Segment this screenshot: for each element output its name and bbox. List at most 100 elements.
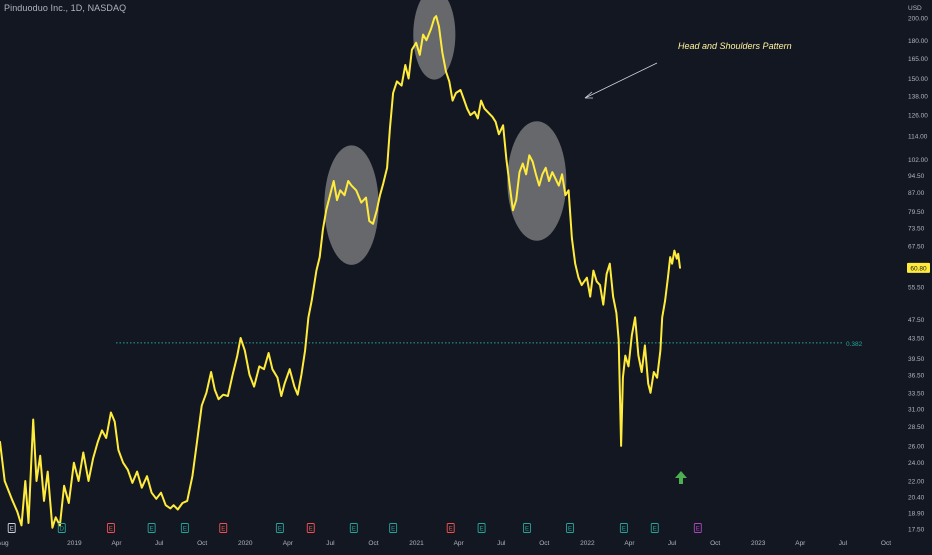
y-tick-label: 55.50 bbox=[908, 284, 925, 291]
x-tick-label: 2020 bbox=[238, 540, 253, 547]
event-marker-letter: D bbox=[60, 527, 65, 533]
y-tick-label: 28.50 bbox=[908, 424, 925, 431]
event-marker-letter: E bbox=[278, 527, 282, 533]
header-separator: , bbox=[65, 3, 71, 13]
y-tick-label: 94.50 bbox=[908, 173, 925, 180]
y-tick-label: 17.50 bbox=[908, 526, 925, 533]
y-tick-label: 67.50 bbox=[908, 243, 925, 250]
x-tick-label: Aug bbox=[0, 540, 9, 547]
x-tick-label: 2021 bbox=[409, 540, 424, 547]
up-arrow-shape bbox=[675, 471, 687, 484]
annotation-arrow-head bbox=[584, 91, 593, 99]
highlight-left-shoulder bbox=[324, 145, 379, 265]
y-tick-label: 22.00 bbox=[908, 478, 925, 485]
x-tick-label: 2022 bbox=[580, 540, 595, 547]
event-marker-letter: E bbox=[622, 527, 626, 533]
x-tick-label: Oct bbox=[539, 540, 549, 547]
event-marker-box bbox=[693, 523, 702, 533]
y-tick-label: 114.00 bbox=[908, 134, 928, 141]
x-tick-label: Apr bbox=[111, 540, 122, 547]
x-tick-label: 2019 bbox=[67, 540, 82, 547]
x-tick-label: Jul bbox=[497, 540, 506, 547]
x-tick-label: Oct bbox=[710, 540, 720, 547]
event-marker-box bbox=[523, 523, 531, 533]
event-marker-box bbox=[219, 523, 228, 533]
event-marker: E bbox=[275, 523, 284, 533]
event-marker: E bbox=[349, 523, 358, 533]
x-tick-label: Jul bbox=[839, 540, 848, 547]
y-tick-label: 79.50 bbox=[908, 209, 925, 216]
event-marker-box bbox=[389, 523, 398, 533]
event-marker: E bbox=[389, 523, 398, 533]
y-tick-label: 73.50 bbox=[908, 226, 925, 233]
event-marker-box bbox=[180, 523, 189, 533]
y-tick-label: 18.90 bbox=[908, 510, 925, 517]
event-marker-box bbox=[7, 523, 16, 533]
y-tick-label: 39.50 bbox=[908, 356, 925, 363]
event-marker-letter: E bbox=[391, 527, 395, 533]
series-layer bbox=[0, 15, 681, 529]
y-tick-label: 200.00 bbox=[908, 16, 928, 23]
y-axis-currency: USD bbox=[908, 5, 922, 12]
last-price-label: 60.80 bbox=[910, 265, 927, 272]
highlight-right-shoulder bbox=[507, 121, 567, 241]
chart-header: Pinduoduo Inc., 1D, NASDAQ bbox=[4, 3, 126, 13]
event-marker: D bbox=[57, 523, 66, 533]
event-marker: E bbox=[219, 523, 228, 533]
event-marker-letter: E bbox=[568, 527, 572, 533]
x-tick-label: Oct bbox=[368, 540, 378, 547]
exchange-label: NASDAQ bbox=[87, 3, 127, 13]
symbol-name: Pinduoduo Inc. bbox=[4, 3, 66, 13]
event-marker-box bbox=[57, 523, 66, 533]
y-tick-label: 31.00 bbox=[908, 407, 925, 414]
y-tick-label: 165.00 bbox=[908, 56, 928, 63]
price-tag-layer: 60.80 bbox=[907, 262, 930, 273]
event-marker: E bbox=[619, 523, 628, 533]
event-marker: E bbox=[180, 523, 189, 533]
y-axis[interactable]: USD 200.00 180.00 165.00 150.00 138.00 126.00 1… bbox=[908, 5, 928, 533]
y-tick-label: 150.00 bbox=[908, 76, 928, 83]
event-marker-box bbox=[306, 523, 315, 533]
highlight-layer bbox=[324, 0, 567, 265]
event-marker: E bbox=[106, 523, 115, 533]
highlight-head bbox=[413, 0, 456, 80]
y-tick-label: 43.50 bbox=[908, 336, 925, 343]
event-marker-box bbox=[619, 523, 628, 533]
y-tick-label: 126.00 bbox=[908, 113, 928, 120]
y-tick-label: 138.00 bbox=[908, 94, 928, 101]
event-marker: E bbox=[693, 523, 702, 533]
x-tick-label: Apr bbox=[283, 540, 294, 547]
y-tick-label: 36.50 bbox=[908, 372, 925, 379]
up-arrow-icon bbox=[675, 471, 687, 484]
y-tick-label: 47.50 bbox=[908, 317, 925, 324]
event-marker-letter: E bbox=[525, 527, 529, 533]
event-marker-letter: E bbox=[653, 527, 657, 533]
x-tick-label: Oct bbox=[197, 540, 207, 547]
event-marker-letter: E bbox=[352, 527, 356, 533]
event-marker-letter: E bbox=[109, 527, 113, 533]
event-marker: E bbox=[306, 523, 315, 533]
event-marker-letter: E bbox=[10, 527, 14, 533]
event-marker-box bbox=[106, 523, 115, 533]
event-marker-box bbox=[566, 523, 574, 533]
event-marker-box bbox=[275, 523, 284, 533]
event-marker-letter: E bbox=[449, 527, 453, 533]
event-marker-letter: E bbox=[309, 527, 313, 533]
event-marker-box bbox=[147, 523, 156, 533]
support-label: 0.382 bbox=[846, 341, 863, 348]
x-axis[interactable]: Aug 2019 Apr Jul Oct 2020 Apr Jul Oct 2021 Apr Jul O… bbox=[0, 540, 891, 547]
x-tick-label: Jul bbox=[668, 540, 677, 547]
event-marker-letter: E bbox=[480, 527, 484, 533]
x-tick-label: 2023 bbox=[751, 540, 766, 547]
interval-label: 1D bbox=[70, 3, 83, 13]
event-marker: E bbox=[650, 523, 659, 533]
event-marker: E bbox=[147, 523, 156, 533]
x-tick-label: Oct bbox=[881, 540, 891, 547]
event-marker: E bbox=[7, 523, 16, 533]
event-marker-letter: E bbox=[183, 527, 187, 533]
y-tick-label: 180.00 bbox=[908, 38, 928, 45]
